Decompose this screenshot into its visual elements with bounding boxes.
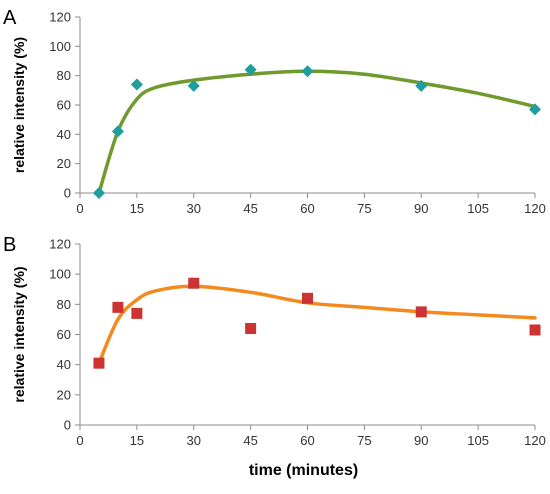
y-axis-label: relative intensity (%) [11,266,27,402]
data-point-square [415,306,427,318]
x-tick-label: 15 [130,433,144,448]
data-point-square [188,277,200,289]
data-point-square [93,357,105,369]
y-tick-label: 40 [57,357,71,372]
data-point-square [131,307,143,319]
x-tick-label: 105 [467,433,489,448]
y-tick-label: 20 [57,156,71,171]
x-tick-label: 45 [243,433,257,448]
x-tick-label: 90 [414,433,428,448]
fit-curve [97,69,537,195]
panel-label: A [3,7,17,29]
y-axis-label: relative intensity (%) [11,37,27,173]
y-tick-label: 120 [49,10,71,25]
data-point-diamond [111,125,124,138]
x-tick-label: 75 [357,433,371,448]
y-tick-label: 0 [64,186,71,201]
data-point-square [245,322,257,334]
panel-label: B [3,234,16,256]
data-point-diamond [529,103,541,116]
x-tick-label: 90 [414,201,428,216]
x-tick-label: 60 [300,433,314,448]
y-tick-label: 20 [57,387,71,402]
data-point-diamond [187,79,200,92]
x-tick-label: 15 [130,201,144,216]
y-tick-label: 80 [57,297,71,312]
x-tick-label: 45 [243,201,257,216]
x-tick-label: 105 [467,201,489,216]
x-tick-label: 60 [300,201,314,216]
data-point-diamond [415,79,428,92]
y-tick-label: 100 [49,39,71,54]
y-tick-label: 120 [49,237,71,252]
x-tick-label: 0 [76,201,83,216]
x-tick-label: 30 [187,433,201,448]
data-point-diamond [301,65,314,78]
data-point-diamond [130,78,143,91]
chart-panel-a: A 0 20 40 60 80 100 120 0 15 30 45 60 75 90 105 120 relat… [3,7,546,216]
data-point-square [302,292,313,304]
fit-curve [97,284,537,365]
y-tick-label: 60 [57,327,71,342]
x-tick-label: 120 [524,201,546,216]
y-tick-label: 0 [64,418,71,433]
x-tick-label: 0 [76,433,83,448]
data-point-diamond [244,63,257,76]
y-tick-label: 60 [57,98,71,113]
x-axis-label: time (minutes) [249,462,358,479]
data-point-square [112,301,124,313]
chart-panel-b: B 0 20 40 60 80 100 120 0 15 30 45 60 75 90 105 120 relat… [3,234,546,479]
y-tick-label: 100 [49,267,71,282]
x-tick-label: 120 [524,433,546,448]
data-point-diamond [92,187,105,199]
x-tick-label: 30 [187,201,201,216]
data-point-square [529,324,541,336]
y-tick-label: 80 [57,68,71,83]
y-tick-label: 40 [57,127,71,142]
x-tick-label: 75 [357,201,371,216]
